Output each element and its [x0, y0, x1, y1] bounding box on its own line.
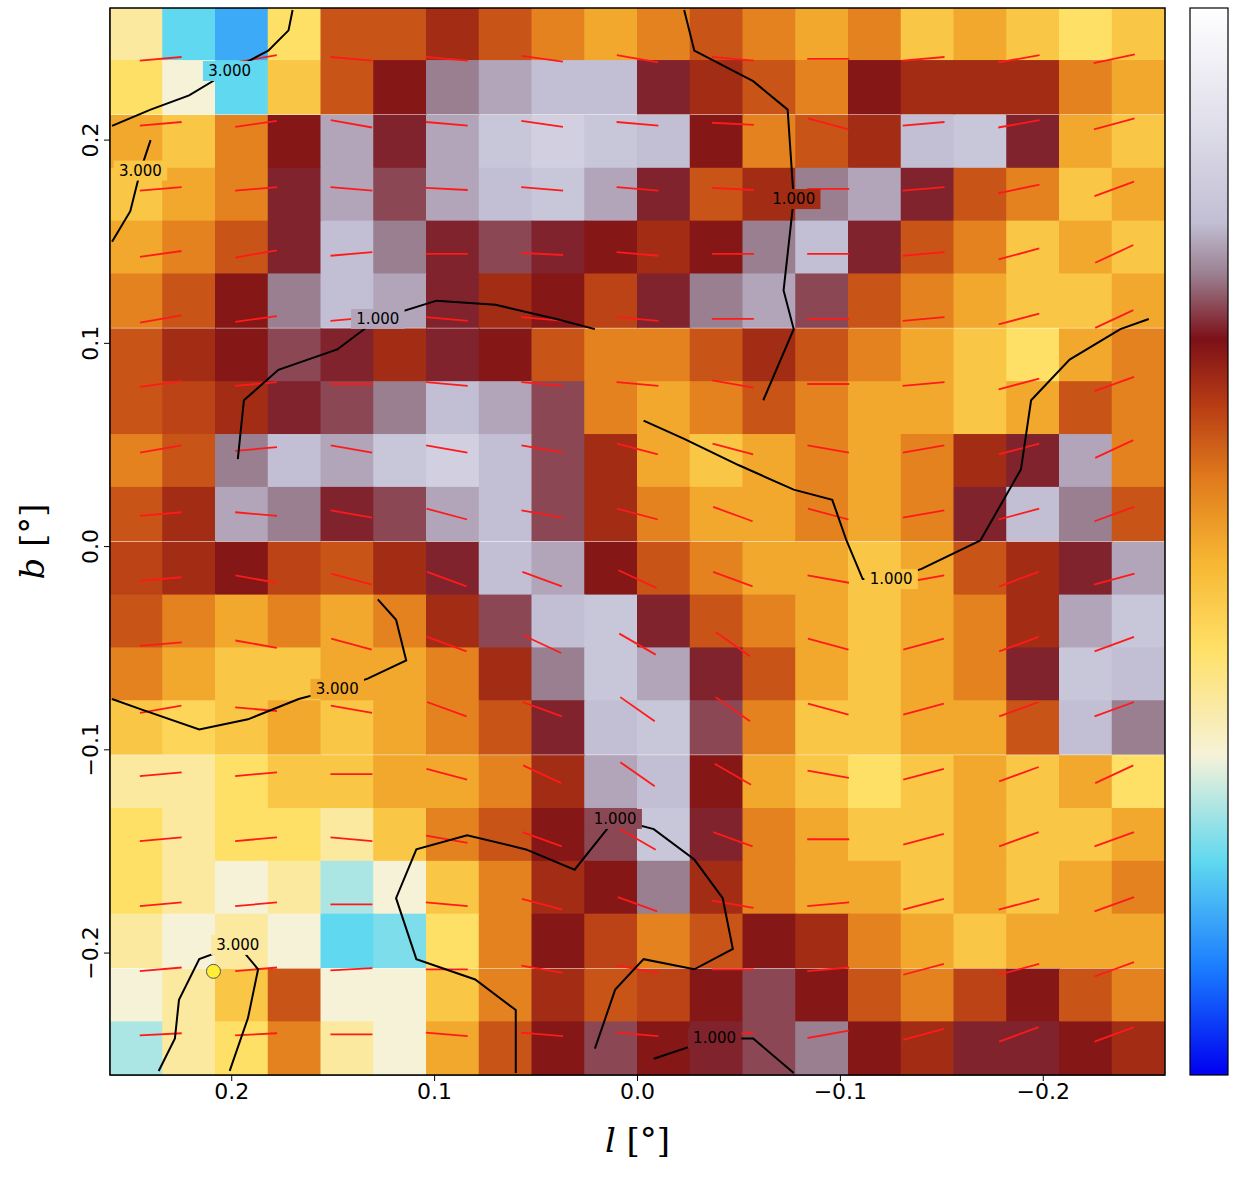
svg-text:0.2: 0.2 [214, 1079, 249, 1104]
svg-text:1.000: 1.000 [594, 810, 637, 828]
svg-text:−0.2: −0.2 [1017, 1079, 1070, 1104]
svg-text:0.1: 0.1 [78, 326, 103, 361]
svg-text:3.000: 3.000 [316, 680, 359, 698]
svg-text:1.000: 1.000 [356, 310, 399, 328]
svg-text:−0.1: −0.1 [814, 1079, 867, 1104]
svg-text:−0.1: −0.1 [78, 723, 103, 776]
svg-text:−0.2: −0.2 [78, 926, 103, 979]
svg-text:1.000: 1.000 [693, 1029, 736, 1047]
svg-text:1.000: 1.000 [772, 190, 815, 208]
svg-text:0.1: 0.1 [417, 1079, 452, 1104]
svg-text:3.000: 3.000 [208, 62, 251, 80]
svg-text:3.000: 3.000 [119, 162, 162, 180]
svg-text:b [°]: b [°] [12, 503, 52, 579]
svg-text:0.2: 0.2 [78, 123, 103, 158]
svg-text:0.0: 0.0 [78, 529, 103, 564]
svg-text:1.000: 1.000 [870, 570, 913, 588]
svg-text:3.000: 3.000 [216, 936, 259, 954]
svg-text:l [°]: l [°] [605, 1120, 670, 1160]
svg-text:0.0: 0.0 [620, 1079, 655, 1104]
